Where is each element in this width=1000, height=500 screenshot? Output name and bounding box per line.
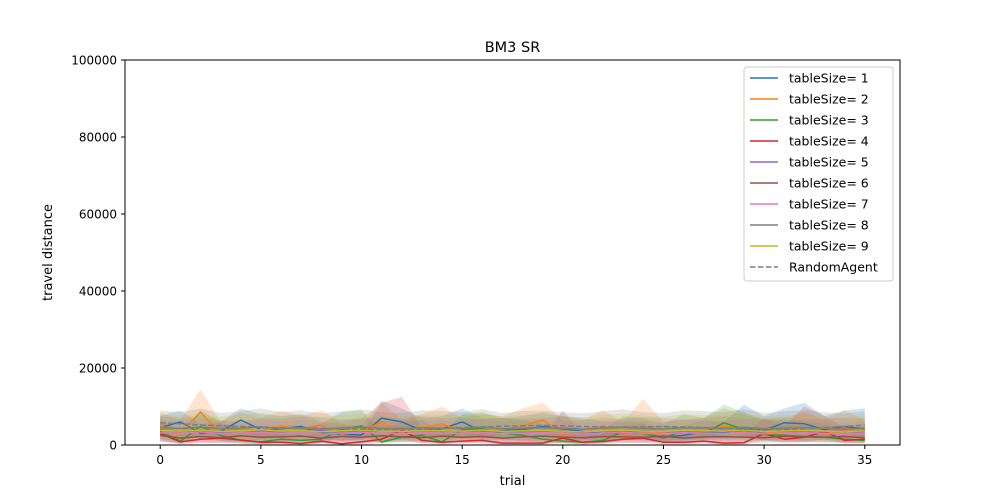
line-series-6 <box>160 434 865 439</box>
line-series-8 <box>160 426 865 430</box>
band-series-4 <box>160 396 865 445</box>
x-axis: 0 5 10 15 20 25 30 35 <box>156 445 872 467</box>
y-tick-label: 100000 <box>71 54 117 68</box>
legend-label: tableSize= 9 <box>789 239 869 254</box>
x-tick-label: 30 <box>756 453 771 467</box>
legend-frame <box>743 66 894 282</box>
line-series-7 <box>160 431 865 435</box>
plot-frame <box>124 59 901 446</box>
y-tick-label: 40000 <box>79 285 117 299</box>
y-tick-label: 80000 <box>79 131 117 145</box>
legend-label: tableSize= 7 <box>789 197 869 212</box>
legend-label: tableSize= 2 <box>789 92 869 107</box>
line-series-9 <box>160 428 865 433</box>
line-series-4 <box>159 429 865 445</box>
chart-title: BM3 SR <box>485 40 541 56</box>
x-tick-label: 5 <box>257 453 265 467</box>
x-tick-label: 35 <box>857 453 872 467</box>
series-lines <box>159 411 865 445</box>
y-tick-label: 0 <box>109 439 117 453</box>
y-axis: 0 20000 40000 60000 80000 100000 <box>71 54 125 453</box>
legend-label: tableSize= 1 <box>789 71 869 86</box>
legend-label: RandomAgent <box>789 260 878 275</box>
x-tick-label: 15 <box>455 453 470 467</box>
x-axis-label: trial <box>500 474 526 489</box>
x-tick-label: 20 <box>555 453 570 467</box>
legend-label: tableSize= 3 <box>789 113 869 128</box>
y-tick-label: 20000 <box>79 362 117 376</box>
legend: tableSize= 1 tableSize= 2 tableSize= 3 tabl… <box>743 66 894 282</box>
line-series-10 <box>160 421 865 431</box>
y-tick-label: 60000 <box>79 208 117 222</box>
x-tick-label: 0 <box>156 453 164 467</box>
y-axis-label: travel distance <box>41 204 56 301</box>
legend-label: tableSize= 4 <box>789 134 869 149</box>
legend-label: tableSize= 6 <box>789 176 869 191</box>
x-tick-label: 25 <box>656 453 671 467</box>
x-tick-label: 10 <box>354 453 369 467</box>
legend-label: tableSize= 5 <box>789 155 869 170</box>
legend-label: tableSize= 8 <box>789 218 869 233</box>
